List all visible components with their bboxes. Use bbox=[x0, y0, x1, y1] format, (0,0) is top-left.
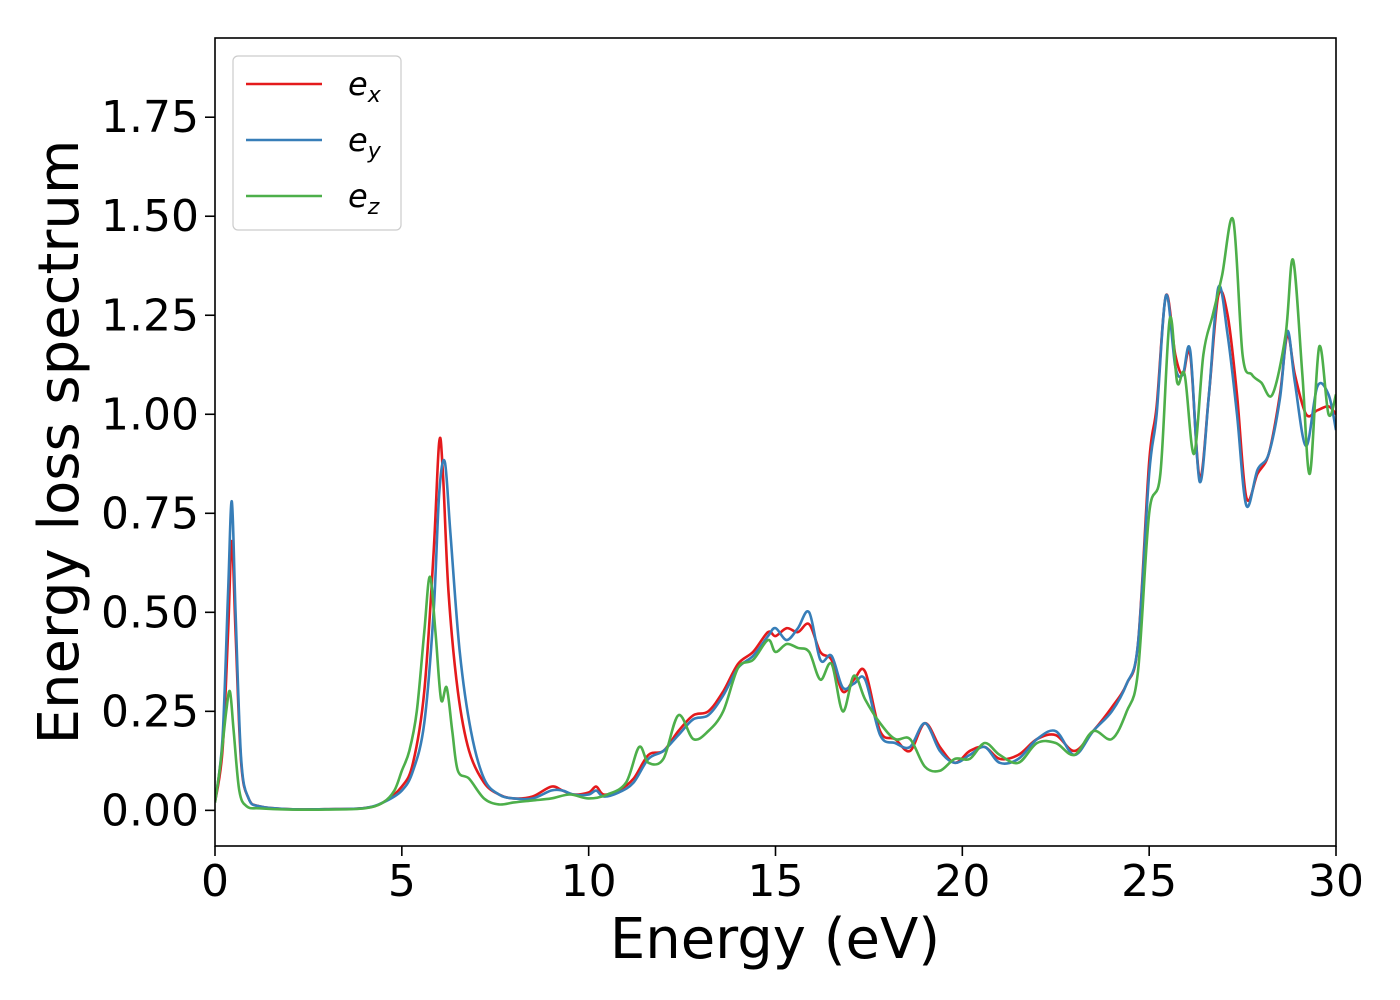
y-tick-label: 0.00 bbox=[101, 785, 199, 836]
series-line-ez bbox=[215, 216, 1336, 812]
x-tick-label: 30 bbox=[1308, 856, 1364, 907]
y-tick-label: 1.00 bbox=[101, 389, 199, 440]
legend-box bbox=[232, 55, 402, 231]
legend-label-ez: ez bbox=[348, 177, 380, 220]
y-tick-label: 1.50 bbox=[101, 191, 199, 242]
series-line-ey bbox=[215, 284, 1336, 811]
y-tick-label: 0.25 bbox=[101, 686, 199, 737]
legend-label-ey: ey bbox=[348, 121, 382, 164]
y-tick-label: 1.75 bbox=[101, 92, 199, 143]
legend-label-ex: ex bbox=[348, 65, 382, 108]
x-tick-label: 25 bbox=[1121, 856, 1177, 907]
x-axis-title: Energy (eV) bbox=[610, 907, 940, 972]
y-axis-title: Energy loss spectrum bbox=[27, 140, 92, 745]
legend: ex ey ez bbox=[232, 55, 402, 231]
y-tick-label: 0.75 bbox=[101, 488, 199, 539]
x-axis-ticks: 0 5 10 15 20 25 30 bbox=[201, 846, 1364, 907]
y-tick-label: 0.50 bbox=[101, 587, 199, 638]
x-tick-label: 15 bbox=[748, 856, 804, 907]
x-tick-label: 20 bbox=[934, 856, 990, 907]
x-tick-label: 0 bbox=[201, 856, 229, 907]
x-tick-label: 10 bbox=[561, 856, 617, 907]
y-tick-label: 1.25 bbox=[101, 290, 199, 341]
y-axis-ticks: 0.00 0.25 0.50 0.75 1.00 1.25 1.50 1.75 bbox=[101, 92, 215, 836]
x-tick-label: 5 bbox=[388, 856, 416, 907]
series-layer bbox=[215, 216, 1336, 812]
